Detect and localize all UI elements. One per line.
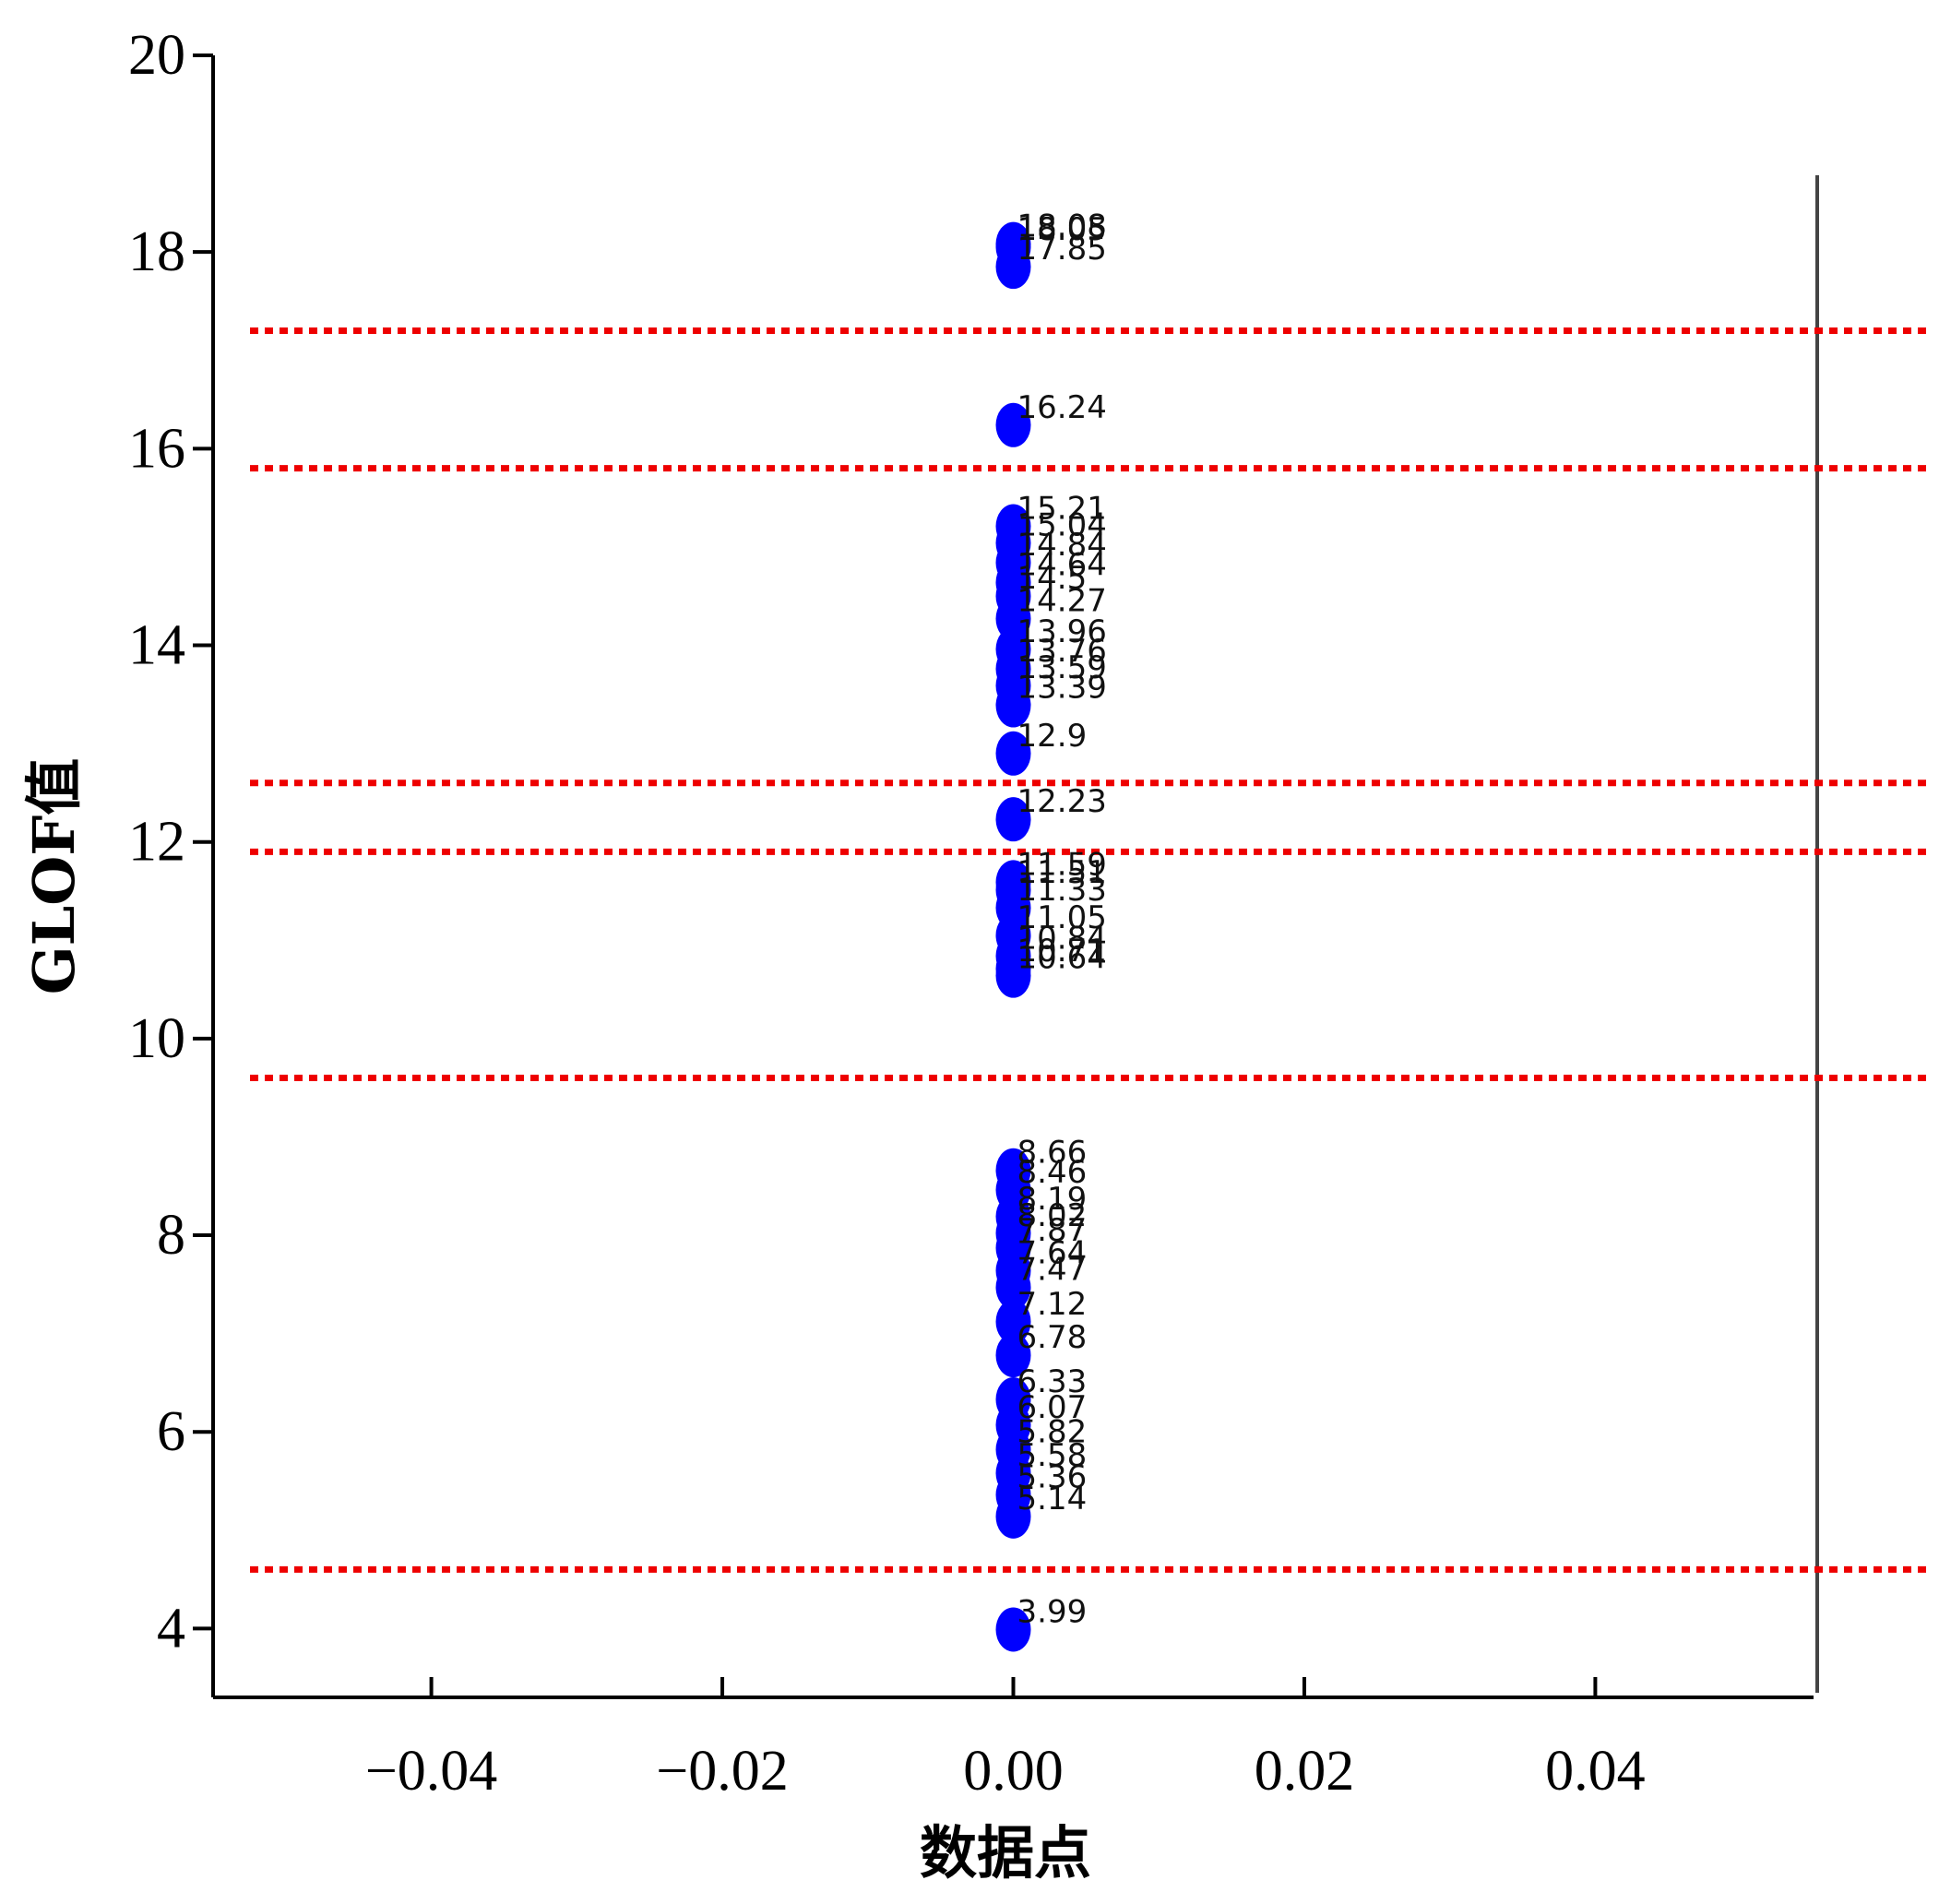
point-label: 15.21 bbox=[1017, 491, 1107, 528]
point-label: 11.05 bbox=[1017, 899, 1107, 936]
point-label: 14.5 bbox=[1017, 560, 1088, 597]
point bbox=[995, 244, 1031, 290]
point-label: 11.51 bbox=[1017, 854, 1107, 891]
point-label: 18.05 bbox=[1017, 211, 1107, 248]
point bbox=[995, 797, 1031, 842]
point-label: 14.27 bbox=[1017, 583, 1107, 620]
x-tick-label: 0.00 bbox=[963, 1740, 1064, 1803]
point-label: 11.33 bbox=[1017, 872, 1107, 909]
point bbox=[995, 731, 1031, 776]
y-axis-title: GLOF值 bbox=[20, 758, 88, 995]
point-label: 8.46 bbox=[1017, 1154, 1088, 1191]
point-label: 14.84 bbox=[1017, 527, 1107, 564]
y-tick-label: 8 bbox=[157, 1204, 185, 1267]
x-axis-title: 数据点 bbox=[920, 1819, 1091, 1886]
y-tick-label: 16 bbox=[128, 417, 185, 480]
point-label: 10.71 bbox=[1017, 933, 1107, 970]
point-label: 15.04 bbox=[1017, 507, 1107, 544]
point-label: 13.76 bbox=[1017, 633, 1107, 670]
point-label: 5.14 bbox=[1017, 1481, 1088, 1517]
point-label: 5.58 bbox=[1017, 1437, 1088, 1474]
y-tick-label: 20 bbox=[128, 24, 185, 87]
point-label: 11.59 bbox=[1017, 846, 1107, 883]
point-label: 13.96 bbox=[1017, 613, 1107, 650]
point bbox=[995, 596, 1031, 641]
y-tick-label: 4 bbox=[157, 1597, 185, 1660]
point-label: 12.9 bbox=[1017, 718, 1088, 755]
x-tick-label: −0.04 bbox=[365, 1740, 497, 1803]
point-label: 5.36 bbox=[1017, 1458, 1088, 1495]
point-label: 10.84 bbox=[1017, 920, 1107, 957]
point-label: 5.82 bbox=[1017, 1413, 1088, 1450]
point-label: 17.85 bbox=[1017, 231, 1107, 268]
point bbox=[995, 1607, 1031, 1652]
point-label: 14.64 bbox=[1017, 546, 1107, 583]
point-label: 6.78 bbox=[1017, 1319, 1088, 1356]
point bbox=[995, 1333, 1031, 1378]
y-tick-label: 18 bbox=[128, 220, 185, 283]
point-label: 16.24 bbox=[1017, 389, 1107, 426]
x-tick-label: −0.02 bbox=[656, 1740, 788, 1803]
point-label: 7.12 bbox=[1017, 1286, 1088, 1323]
point bbox=[995, 402, 1031, 447]
y-tick-label: 10 bbox=[128, 1007, 185, 1070]
point bbox=[995, 1299, 1031, 1344]
point-label: 13.59 bbox=[1017, 649, 1107, 686]
point bbox=[995, 953, 1031, 998]
point-label: 6.07 bbox=[1017, 1389, 1088, 1426]
point-label: 12.23 bbox=[1017, 783, 1107, 820]
point-label: 18.08 bbox=[1017, 208, 1107, 245]
point-label: 3.99 bbox=[1017, 1593, 1088, 1630]
x-tick-label: 0.04 bbox=[1545, 1740, 1646, 1803]
point-label: 7.64 bbox=[1017, 1234, 1088, 1271]
point-label: 8.02 bbox=[1017, 1197, 1088, 1234]
y-tick-label: 14 bbox=[128, 614, 185, 677]
point-label: 6.33 bbox=[1017, 1363, 1088, 1400]
point-label: 8.19 bbox=[1017, 1181, 1088, 1218]
point-label: 8.66 bbox=[1017, 1135, 1088, 1172]
point bbox=[995, 683, 1031, 728]
point-label: 7.47 bbox=[1017, 1252, 1088, 1289]
x-tick-label: 0.02 bbox=[1255, 1740, 1355, 1803]
point bbox=[995, 1265, 1031, 1310]
y-tick-label: 12 bbox=[128, 811, 185, 874]
y-tick-label: 6 bbox=[157, 1400, 185, 1463]
point-label: 13.39 bbox=[1017, 670, 1107, 707]
point-label: 7.87 bbox=[1017, 1212, 1088, 1249]
point bbox=[995, 1493, 1031, 1539]
point-label: 10.64 bbox=[1017, 940, 1107, 977]
